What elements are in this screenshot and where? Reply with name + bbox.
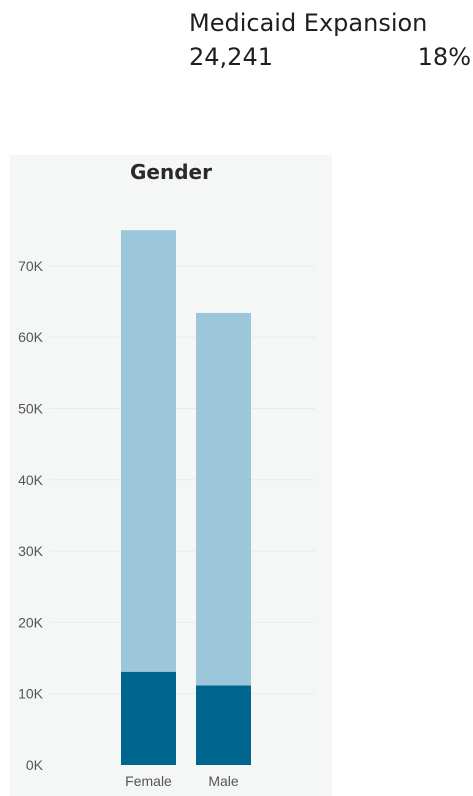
stat-title: Medicaid Expansion [189,9,428,37]
gender-chart-panel: Gender 0K10K20K30K40K50K60K70K13,079Fema… [10,155,332,796]
bar-female-segment-1 [121,671,176,765]
gender-bar-chart: 0K10K20K30K40K50K60K70K13,079Female11,16… [18,230,315,789]
y-tick-label: 0K [26,757,44,773]
bar-female-segment-2 [121,230,176,672]
bar-male-segment-1 [196,685,251,765]
stat-percent: 18% [417,43,471,71]
y-tick-label: 30K [18,543,44,559]
y-tick-label: 70K [18,258,44,274]
x-tick-label: Male [208,773,239,789]
stat-count: 24,241 [189,43,273,71]
y-tick-label: 50K [18,401,44,417]
medicaid-expansion-stat: Medicaid Expansion 24,241 18% [189,6,473,74]
y-tick-label: 60K [18,329,44,345]
x-tick-label: Female [125,773,172,789]
chart-title: Gender [130,160,212,184]
bar-male-segment-2 [196,312,251,686]
stat-values: 24,241 18% [189,40,473,74]
y-tick-label: 20K [18,614,44,630]
y-tick-label: 10K [18,686,44,702]
y-tick-label: 40K [18,472,44,488]
